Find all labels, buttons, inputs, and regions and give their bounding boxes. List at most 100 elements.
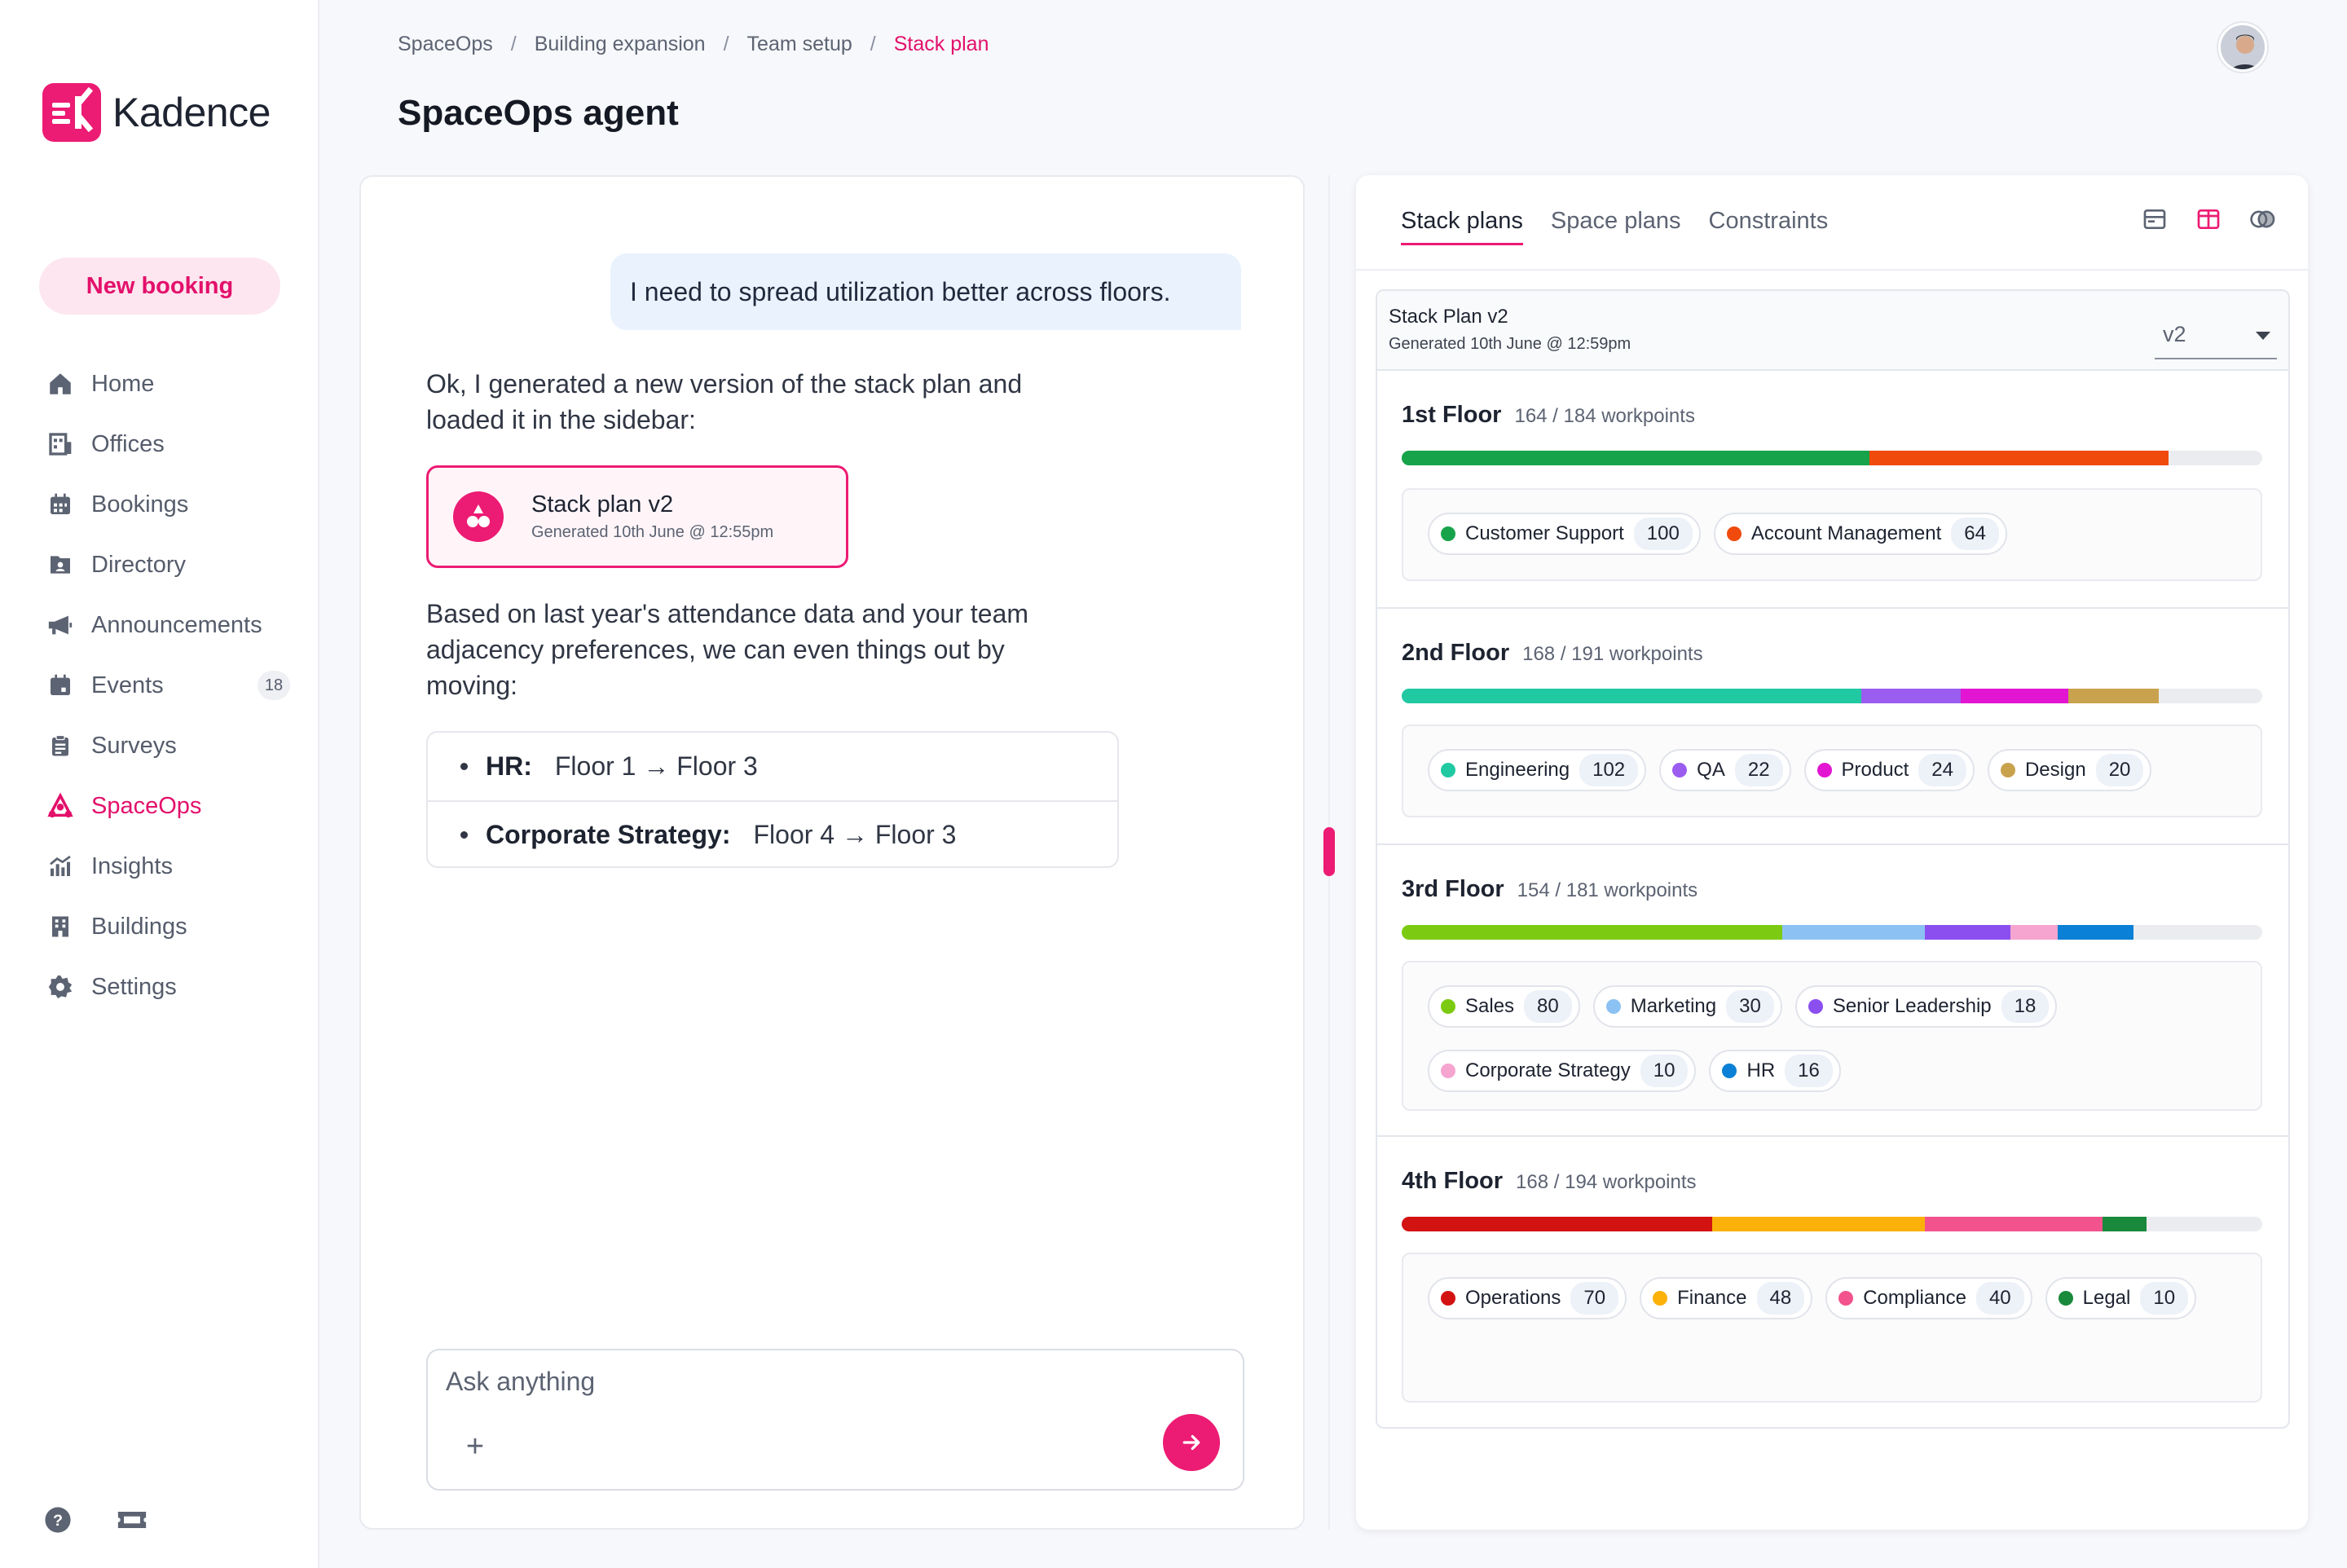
sidebar-footer: ? xyxy=(44,1506,148,1538)
rows-layout-icon[interactable] xyxy=(2142,206,2168,236)
nav-item-announcements[interactable]: Announcements xyxy=(46,595,290,655)
tab-space-plans[interactable]: Space plans xyxy=(1550,208,1681,234)
user-message: I need to spread utilization better acro… xyxy=(610,253,1241,330)
nav-item-home[interactable]: Home xyxy=(46,354,290,414)
team-count: 10 xyxy=(2140,1282,2189,1315)
team-chip[interactable]: Sales 80 xyxy=(1428,985,1580,1028)
team-chip[interactable]: Product 24 xyxy=(1803,749,1975,791)
team-moves-list: HR: Floor 1 → Floor 3 Corporate Strategy… xyxy=(426,731,1119,868)
nav-item-settings[interactable]: Settings xyxy=(46,957,290,1017)
tab-constraints[interactable]: Constraints xyxy=(1708,208,1829,234)
send-button[interactable] xyxy=(1163,1414,1220,1471)
floor-section: 2nd Floor 168 / 191 workpoints Engineerin… xyxy=(1377,609,2288,845)
avatar[interactable] xyxy=(2218,23,2267,72)
bar-segment-product xyxy=(1960,689,2069,703)
team-color-dot xyxy=(1838,1291,1854,1306)
team-chip[interactable]: Engineering 102 xyxy=(1428,749,1647,791)
stack-plan-generated: Generated 10th June @ 12:59pm xyxy=(1389,335,1631,353)
calendar-icon xyxy=(46,490,75,519)
team-chip[interactable]: Marketing 30 xyxy=(1592,985,1782,1028)
team-count: 10 xyxy=(1640,1055,1689,1087)
add-attachment-icon[interactable]: + xyxy=(465,1429,485,1464)
event-calendar-icon xyxy=(46,671,75,700)
tab-stack-plans[interactable]: Stack plans xyxy=(1401,208,1523,245)
nav-label: Directory xyxy=(91,551,187,578)
stack-plan-title: Stack Plan v2 xyxy=(1389,306,1508,328)
ticket-icon[interactable] xyxy=(116,1508,148,1536)
stack-plan-card[interactable]: Stack plan v2 Generated 10th June @ 12:5… xyxy=(426,465,848,568)
bar-segment-hr xyxy=(2058,925,2134,940)
breadcrumb: SpaceOps / Building expansion / Team set… xyxy=(398,33,989,56)
team-chip[interactable]: Account Management 64 xyxy=(1713,513,2007,555)
split-layout-icon[interactable] xyxy=(2195,206,2222,236)
team-chip[interactable]: Compliance 40 xyxy=(1825,1277,2032,1319)
bar-segment-marketing xyxy=(1781,925,1925,940)
team-color-dot xyxy=(1441,763,1455,777)
spaceops-icon xyxy=(46,791,75,821)
team-chip[interactable]: Design 20 xyxy=(1987,749,2152,791)
sidebar: Kadence New booking Home Offices Booking… xyxy=(0,0,319,1568)
floor-workpoints: 168 / 194 workpoints xyxy=(1516,1171,1697,1193)
agent-message: Ok, I generated a new version of the sta… xyxy=(426,366,1022,438)
version-select[interactable]: v2 xyxy=(2155,312,2277,359)
bar-segment-sales xyxy=(1402,925,1782,940)
breadcrumb-separator: / xyxy=(870,33,876,55)
nav-item-surveys[interactable]: Surveys xyxy=(46,716,290,776)
nav-item-insights[interactable]: Insights xyxy=(46,836,290,896)
bullet xyxy=(460,763,468,770)
nav-label: Announcements xyxy=(91,611,262,638)
nav-item-offices[interactable]: Offices xyxy=(46,414,290,474)
team-chip[interactable]: Legal 10 xyxy=(2045,1277,2197,1319)
team-chip[interactable]: HR 16 xyxy=(1709,1050,1841,1092)
move-team: HR xyxy=(486,751,524,781)
team-count: 40 xyxy=(1975,1282,2024,1315)
floor-name: 2nd Floor xyxy=(1402,640,1510,666)
kadence-logo[interactable]: Kadence xyxy=(42,83,271,142)
arrow-right-icon xyxy=(1182,1434,1200,1451)
team-chip[interactable]: Finance 48 xyxy=(1640,1277,1813,1319)
agent-message-line: Ok, I generated a new version of the sta… xyxy=(426,369,1023,399)
team-count: 100 xyxy=(1633,518,1693,550)
breadcrumb-item[interactable]: Team setup xyxy=(746,33,852,55)
kadence-logo-icon xyxy=(42,83,101,142)
team-name: Finance xyxy=(1677,1287,1747,1309)
bullet xyxy=(460,831,468,839)
team-name: Operations xyxy=(1465,1287,1561,1309)
new-booking-button[interactable]: New booking xyxy=(39,258,280,315)
team-color-dot xyxy=(1726,526,1742,541)
nav-label: Bookings xyxy=(91,491,189,518)
team-name: Product xyxy=(1841,759,1909,781)
move-separator: : xyxy=(523,751,532,781)
team-name: HR xyxy=(1746,1059,1776,1081)
office-icon xyxy=(46,429,75,459)
team-name: Legal xyxy=(2082,1287,2131,1309)
nav-label: Buildings xyxy=(91,913,187,940)
team-chips: Customer Support 100 Account Management 64 xyxy=(1402,488,2262,581)
megaphone-icon xyxy=(46,610,75,640)
nav-item-bookings[interactable]: Bookings xyxy=(46,474,290,535)
team-chip[interactable]: Corporate Strategy 10 xyxy=(1428,1050,1697,1092)
bar-segment-customer-support xyxy=(1402,451,1869,465)
team-chip[interactable]: Customer Support 100 xyxy=(1428,513,1701,555)
nav-label: Settings xyxy=(91,973,177,1000)
chart-icon xyxy=(46,852,75,881)
team-count: 70 xyxy=(1570,1282,1619,1315)
breadcrumb-item[interactable]: Building expansion xyxy=(534,33,706,55)
team-color-dot xyxy=(1653,1291,1668,1306)
nav-item-directory[interactable]: Directory xyxy=(46,535,290,595)
agent-message-line: moving: xyxy=(426,671,518,700)
nav-item-buildings[interactable]: Buildings xyxy=(46,896,290,957)
nav-label: Insights xyxy=(91,852,173,879)
move-item: Corporate Strategy: Floor 4 → Floor 3 xyxy=(428,800,1117,868)
team-chip[interactable]: QA 22 xyxy=(1659,749,1791,791)
floor-workpoints: 154 / 181 workpoints xyxy=(1517,879,1698,901)
resize-handle[interactable] xyxy=(1323,827,1335,876)
compare-icon[interactable] xyxy=(2249,206,2277,236)
team-chip[interactable]: Senior Leadership 18 xyxy=(1794,985,2058,1028)
nav-item-events[interactable]: Events 18 xyxy=(46,655,290,716)
team-chip[interactable]: Operations 70 xyxy=(1428,1277,1627,1319)
chat-input[interactable] xyxy=(446,1367,1179,1397)
help-icon[interactable]: ? xyxy=(44,1506,72,1538)
breadcrumb-item[interactable]: SpaceOps xyxy=(398,33,493,55)
nav-item-spaceops[interactable]: SpaceOps xyxy=(46,776,290,836)
